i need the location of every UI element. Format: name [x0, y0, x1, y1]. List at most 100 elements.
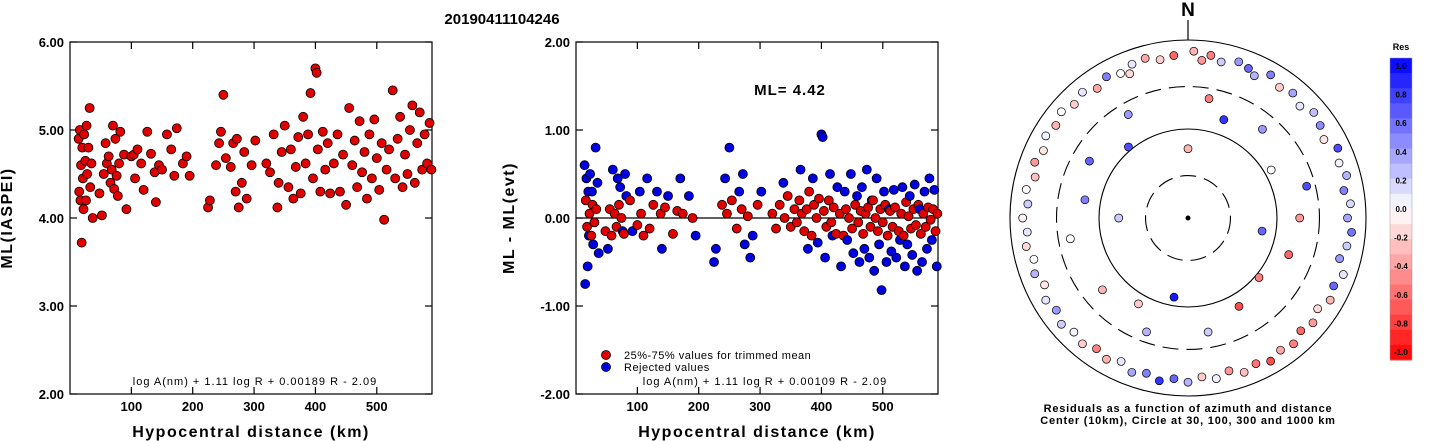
ml-point — [344, 103, 355, 113]
residual-point — [606, 230, 617, 241]
ml-point — [424, 118, 435, 128]
station-point — [1343, 213, 1352, 223]
ml-point — [268, 129, 279, 140]
ml-point — [97, 210, 107, 221]
residual-point — [882, 230, 893, 241]
ml-point — [414, 107, 425, 118]
residual-point — [801, 204, 812, 215]
ml-point — [87, 213, 98, 223]
ml-point — [233, 202, 244, 213]
station-point — [1057, 107, 1066, 117]
residual-point — [903, 211, 914, 222]
residual-point — [904, 191, 915, 201]
y-tick-label: 0.00 — [545, 211, 570, 226]
residual-point — [925, 214, 936, 225]
legend-label-trimmed: 25%-75% values for trimmed mean — [624, 350, 811, 362]
ml-point — [239, 147, 250, 157]
ml-point — [349, 135, 360, 146]
station-point — [1211, 374, 1221, 383]
ml-point — [315, 186, 326, 197]
colorbar-ticks: 1.0 0.8 0.6 0.4 0.2 0.0 -0.2 -0.4 -0.6 -0.8 -1.0 — [1394, 62, 1408, 357]
ml-point — [130, 173, 140, 184]
ml-point — [241, 193, 252, 204]
ml-point — [285, 144, 296, 155]
residual-point — [782, 191, 793, 201]
ml-point — [146, 148, 156, 159]
x-tick-label: 200 — [688, 399, 710, 414]
station-point — [1309, 108, 1319, 117]
ml-point — [290, 162, 301, 172]
residual-point — [620, 169, 630, 179]
station-point — [1289, 339, 1298, 349]
residual-point — [720, 173, 730, 184]
residual-point — [756, 186, 767, 197]
residual-point — [858, 228, 869, 239]
x-tick-label: 100 — [121, 399, 143, 414]
ml-point — [426, 164, 437, 175]
station-point — [1029, 254, 1039, 264]
ml-point — [359, 147, 370, 157]
ml-point — [283, 182, 294, 193]
ml-point — [214, 138, 224, 149]
ml-point — [402, 169, 413, 179]
residual-point — [847, 223, 858, 234]
residual-point — [818, 206, 829, 216]
residual-point — [811, 213, 822, 223]
colorbar-cell — [1390, 148, 1412, 165]
residual-point — [663, 191, 673, 201]
polar-caption-line1: Residuals as a function of azimuth and d… — [1044, 403, 1333, 415]
ml-point — [250, 135, 261, 146]
residual-y-ticks: -2.00 -1.00 0.00 1.00 2.00 — [540, 35, 938, 402]
station-point — [1140, 53, 1150, 63]
station-point — [1092, 84, 1102, 93]
residual-point — [817, 132, 828, 142]
residual-point — [587, 186, 597, 197]
residual-point — [722, 208, 732, 219]
residual-x-ticks: 100 200 300 400 500 — [627, 42, 894, 414]
residual-point — [832, 182, 843, 193]
ml-point — [392, 133, 403, 144]
station-point — [1183, 377, 1193, 387]
residual-point — [791, 217, 802, 228]
station-point — [1116, 357, 1126, 366]
ml-point — [397, 182, 408, 193]
residual-point — [874, 239, 884, 250]
ml-point — [98, 169, 109, 179]
residual-point — [586, 230, 597, 241]
legend-marker-trimmed — [601, 350, 611, 360]
ml-point — [85, 182, 96, 193]
ml-point — [100, 138, 111, 149]
ring-300km — [1055, 85, 1321, 351]
station-point — [1335, 254, 1344, 263]
residual-point — [745, 252, 756, 263]
station-point — [1219, 115, 1229, 124]
x-tick-label: 300 — [243, 399, 265, 414]
station-point — [1030, 157, 1040, 167]
ml-point — [218, 89, 229, 100]
ml-point — [419, 129, 430, 140]
ml-point — [162, 129, 172, 140]
station-point — [1189, 46, 1199, 56]
station-point — [1338, 270, 1348, 279]
residual-point — [915, 228, 926, 239]
ml-point — [347, 160, 358, 171]
station-point — [1347, 227, 1356, 237]
ml-point — [308, 173, 318, 184]
ml-point — [121, 204, 132, 215]
station-point — [1030, 269, 1040, 279]
y-tick-label: -1.00 — [540, 299, 570, 314]
station-point — [1288, 88, 1298, 98]
residual-point — [794, 195, 805, 206]
ml-point — [225, 162, 236, 172]
residual-point — [709, 257, 719, 267]
residual-point — [579, 160, 590, 171]
ml-point — [412, 138, 423, 149]
station-residual-points — [1018, 46, 1356, 387]
residual-point — [899, 261, 910, 272]
residual-point — [590, 142, 601, 153]
residual-point — [638, 230, 649, 241]
residual-point — [656, 243, 667, 254]
ml-point — [230, 186, 241, 197]
ml-point — [216, 126, 226, 137]
residual-point — [642, 173, 653, 184]
